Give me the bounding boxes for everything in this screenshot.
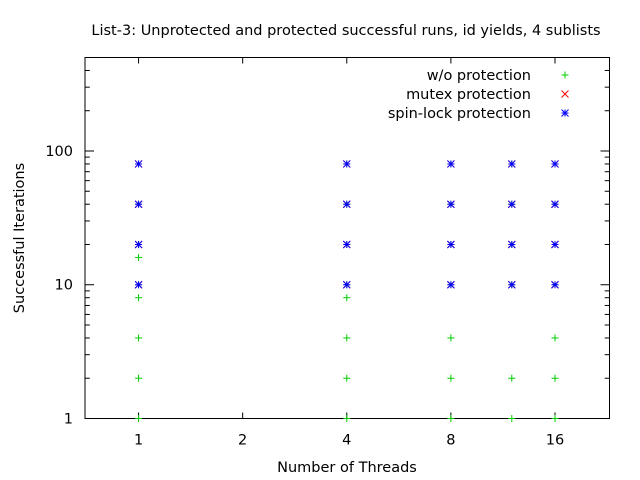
data-point [507,200,516,209]
legend-label: w/o protection [427,68,531,84]
x-axis-label: Number of Threads [277,460,417,476]
data-point [447,240,455,249]
data-point [134,160,143,168]
data-point [343,415,351,422]
data-point [134,200,143,209]
x-tick-label: 16 [546,433,564,449]
data-point [447,415,455,422]
data-point [343,334,351,342]
data-point [342,160,351,168]
series-0-points [135,160,559,422]
y-tick-label: 10 [55,278,73,294]
data-point [343,294,351,302]
legend: w/o protection mutex protection spin-lock … [388,68,569,122]
legend-label: spin-lock protection [388,106,531,122]
legend-marker [561,71,569,79]
data-point [447,280,455,289]
x-tick-label: 2 [238,433,247,449]
series-1-points [134,160,559,289]
y-tick-label: 1 [64,412,73,428]
data-point [507,240,516,249]
data-point [507,160,516,168]
data-points [134,160,559,422]
data-point [507,280,516,289]
data-point [508,374,516,382]
data-point [135,253,143,261]
data-point [134,280,143,289]
axis-tick-labels: 1 2 4 8 16 1 10 100 [45,144,564,449]
data-point [551,240,559,249]
series-2-points [134,160,559,289]
data-point [508,415,516,422]
legend-marker [561,90,569,98]
x-tick-label: 8 [446,433,455,449]
x-tick-label: 1 [134,433,143,449]
data-point [135,374,143,382]
data-point [135,294,143,302]
data-point [447,160,455,168]
axis-ticks [85,57,610,419]
data-point [551,280,559,289]
data-point [134,240,143,249]
data-point [447,374,455,382]
y-tick-label: 100 [45,144,73,160]
data-point [551,374,559,382]
data-point [447,334,455,342]
data-point [135,415,143,422]
data-point [551,415,559,422]
legend-label: mutex protection [406,87,531,103]
data-point [342,240,351,249]
data-point [551,334,559,342]
legend-marker [561,109,569,117]
data-point [343,374,351,382]
data-point [135,334,143,342]
x-tick-label: 4 [342,433,351,449]
data-point [551,160,559,168]
data-point [342,280,351,289]
data-point [447,200,455,209]
chart-title: List-3: Unprotected and protected succes… [91,23,600,39]
data-point [342,200,351,209]
data-point [551,200,559,209]
y-axis-label: Successful Iterations [12,163,28,313]
